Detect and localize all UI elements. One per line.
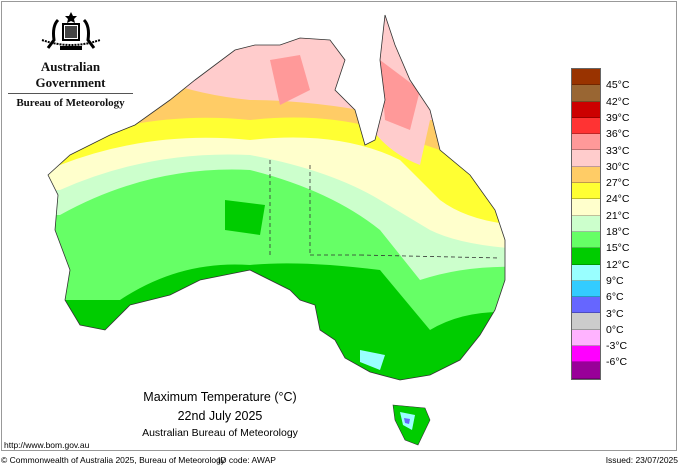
legend-label: 3°C [606,307,624,320]
map-source: Australian Bureau of Meteorology [142,427,298,439]
legend-band [572,166,600,184]
temperature-map [47,14,506,446]
mainland [48,15,505,380]
legend-band [572,248,600,265]
id-code: ID code: AWAP [218,455,276,465]
legend-band [572,329,600,347]
legend-band [572,313,600,330]
legend-band [572,297,600,314]
agency-name: Bureau of Meteorology [8,93,133,109]
legend-label: 36°C [606,128,630,141]
legend-band [572,231,600,249]
legend-label: 30°C [606,160,630,173]
legend-label: 24°C [606,193,630,206]
legend-label: 42°C [606,95,630,108]
legend-band [572,134,600,151]
map-titles: Maximum Temperature (°C) 22nd July 2025 … [120,390,320,439]
coat-of-arms-icon [41,12,100,50]
legend-label: 39°C [606,111,630,124]
coastline [47,14,506,381]
legend-band [572,69,600,86]
legend-label: 9°C [606,274,624,287]
legend-label: 45°C [606,79,630,92]
legend-band [572,85,600,102]
map-frame [1,1,677,451]
legend-band [572,280,600,298]
legend-label: 21°C [606,209,630,222]
legend-label: 15°C [606,242,630,255]
legend-label: 0°C [606,323,624,336]
issued-date: Issued: 23/07/2025 [605,455,678,465]
band-12-patch [340,290,385,372]
map-title: Maximum Temperature (°C) [143,390,297,404]
legend-band [572,150,600,167]
bom-logo: Australian Government Bureau of Meteorol… [8,10,133,109]
legend-label: 33°C [606,144,630,157]
legend-label: -3°C [606,340,628,353]
legend-label: -6°C [606,356,628,369]
state-borders [269,160,501,259]
band-9-patch [360,350,385,370]
legend-band [572,346,600,363]
legend-label: 12°C [606,258,630,271]
band-33 [270,55,420,130]
legend-band [572,199,600,216]
temperature-legend [571,68,601,380]
map-date: 22nd July 2025 [177,409,263,423]
legend-band [572,183,600,200]
legend-band [572,101,600,118]
legend-label: 27°C [606,177,630,190]
copyright: © Commonwealth of Australia 2025, Bureau… [1,455,226,465]
legend-band [572,362,600,379]
tasmania-cold-core [404,418,410,424]
legend-label: 6°C [606,291,624,304]
legend-band [572,264,600,281]
band-12-patch [225,200,265,235]
legend-label: 18°C [606,226,630,238]
legend-band [572,215,600,232]
bom-url-link[interactable]: http://www.bom.gov.au [4,440,90,450]
legend-band [572,117,600,135]
government-name: Australian Government [35,59,106,90]
